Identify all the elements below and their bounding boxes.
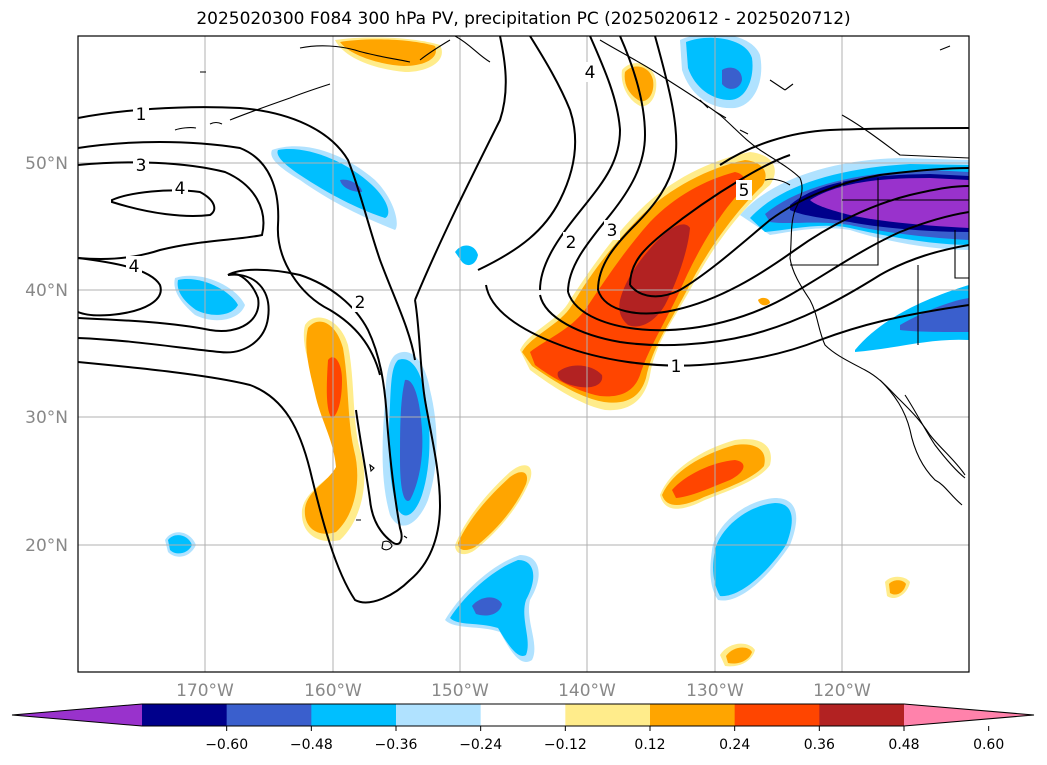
colorbar-segment — [819, 704, 905, 726]
lon-label: 140°W — [558, 681, 616, 701]
colorbar-segment — [480, 704, 566, 726]
colorbar-segment — [311, 704, 397, 726]
latitude-labels: 50°N 40°N 30°N 20°N — [25, 154, 68, 556]
pv-contours — [78, 36, 969, 604]
contour-label: 1 — [136, 105, 147, 125]
lon-label: 160°W — [304, 681, 362, 701]
colorbar-tick-label: −0.12 — [544, 737, 587, 753]
colorbar-segment — [565, 704, 651, 726]
contour-label: 4 — [585, 63, 596, 83]
contour-label-group: 1 3 4 4 2 2 3 4 5 1 — [126, 62, 752, 377]
colorbar-tick-label: 0.12 — [634, 737, 665, 753]
colorbar-tick-label: −0.48 — [290, 737, 333, 753]
lon-label: 130°W — [686, 681, 744, 701]
colorbar-extension-low — [12, 704, 142, 726]
lat-label: 20°N — [25, 536, 68, 556]
colorbar: −0.60 −0.48 −0.36 −0.24 −0.12 0.12 0.24 0.36 0.4… — [11, 703, 1035, 753]
colorbar-outline — [11, 703, 1035, 727]
lon-label: 150°W — [431, 681, 489, 701]
colorbar-tick-label: −0.60 — [205, 737, 248, 753]
contour-label: 5 — [739, 181, 750, 201]
lon-label: 120°W — [813, 681, 871, 701]
lat-label: 50°N — [25, 154, 68, 174]
colorbar-extension-high — [904, 704, 1034, 726]
contour-label: 2 — [566, 233, 577, 253]
contour-label: 3 — [607, 221, 618, 241]
colorbar-segment — [734, 704, 820, 726]
contour-label: 2 — [355, 293, 366, 313]
lat-label: 30°N — [25, 408, 68, 428]
contour-label: 4 — [175, 179, 186, 199]
colorbar-tick-label: −0.36 — [375, 737, 418, 753]
colorbar-tick-label: 0.48 — [888, 737, 919, 753]
colorbar-segment — [226, 704, 312, 726]
colorbar-segment — [142, 704, 228, 726]
contour-label: 3 — [136, 156, 147, 176]
colorbar-tick-label: −0.24 — [459, 737, 502, 753]
coastlines — [174, 36, 969, 551]
map-frame — [77, 35, 970, 673]
colorbar-segment — [650, 704, 736, 726]
map-title: 2025020300 F084 300 hPa PV, precipitatio… — [196, 9, 851, 29]
contour-label: 1 — [671, 357, 682, 377]
colorbar-tick-label: 0.36 — [804, 737, 835, 753]
contour-label: 4 — [129, 257, 140, 277]
colorbar-tick-label: 0.60 — [973, 737, 1004, 753]
colorbar-tick-label: 0.24 — [719, 737, 750, 753]
longitude-labels: 170°W 160°W 150°W 140°W 130°W 120°W — [176, 681, 871, 701]
colorbar-segment — [396, 704, 482, 726]
lon-label: 170°W — [176, 681, 234, 701]
lat-label: 40°N — [25, 281, 68, 301]
